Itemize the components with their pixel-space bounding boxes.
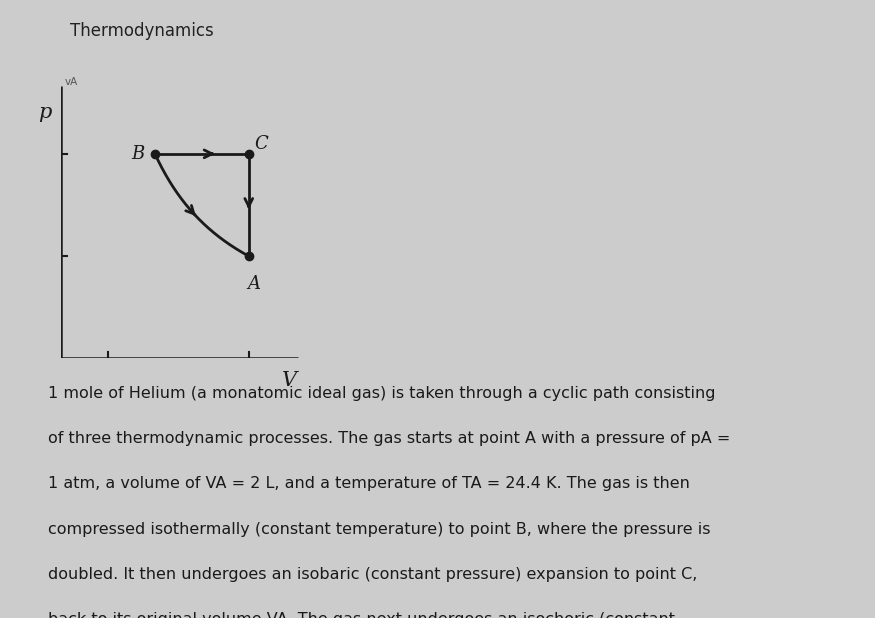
Text: V: V [282,371,298,391]
Text: back to its original volume VA. The gas next undergoes an isochoric (constant: back to its original volume VA. The gas … [48,612,676,618]
Text: vA: vA [65,77,78,87]
Text: doubled. It then undergoes an isobaric (constant pressure) expansion to point C,: doubled. It then undergoes an isobaric (… [48,567,697,582]
Text: compressed isothermally (constant temperature) to point B, where the pressure is: compressed isothermally (constant temper… [48,522,710,536]
Text: 1 atm, a volume of VA = 2 L, and a temperature of TA = 24.4 K. The gas is then: 1 atm, a volume of VA = 2 L, and a tempe… [48,476,690,491]
Text: 1 mole of Helium (a monatomic ideal gas) is taken through a cyclic path consisti: 1 mole of Helium (a monatomic ideal gas)… [48,386,716,401]
Text: C: C [254,135,268,153]
Text: B: B [131,145,144,163]
Text: Thermodynamics: Thermodynamics [70,22,213,40]
Text: of three thermodynamic processes. The gas starts at point A with a pressure of p: of three thermodynamic processes. The ga… [48,431,731,446]
Text: A: A [247,274,260,292]
Text: p: p [38,103,51,122]
